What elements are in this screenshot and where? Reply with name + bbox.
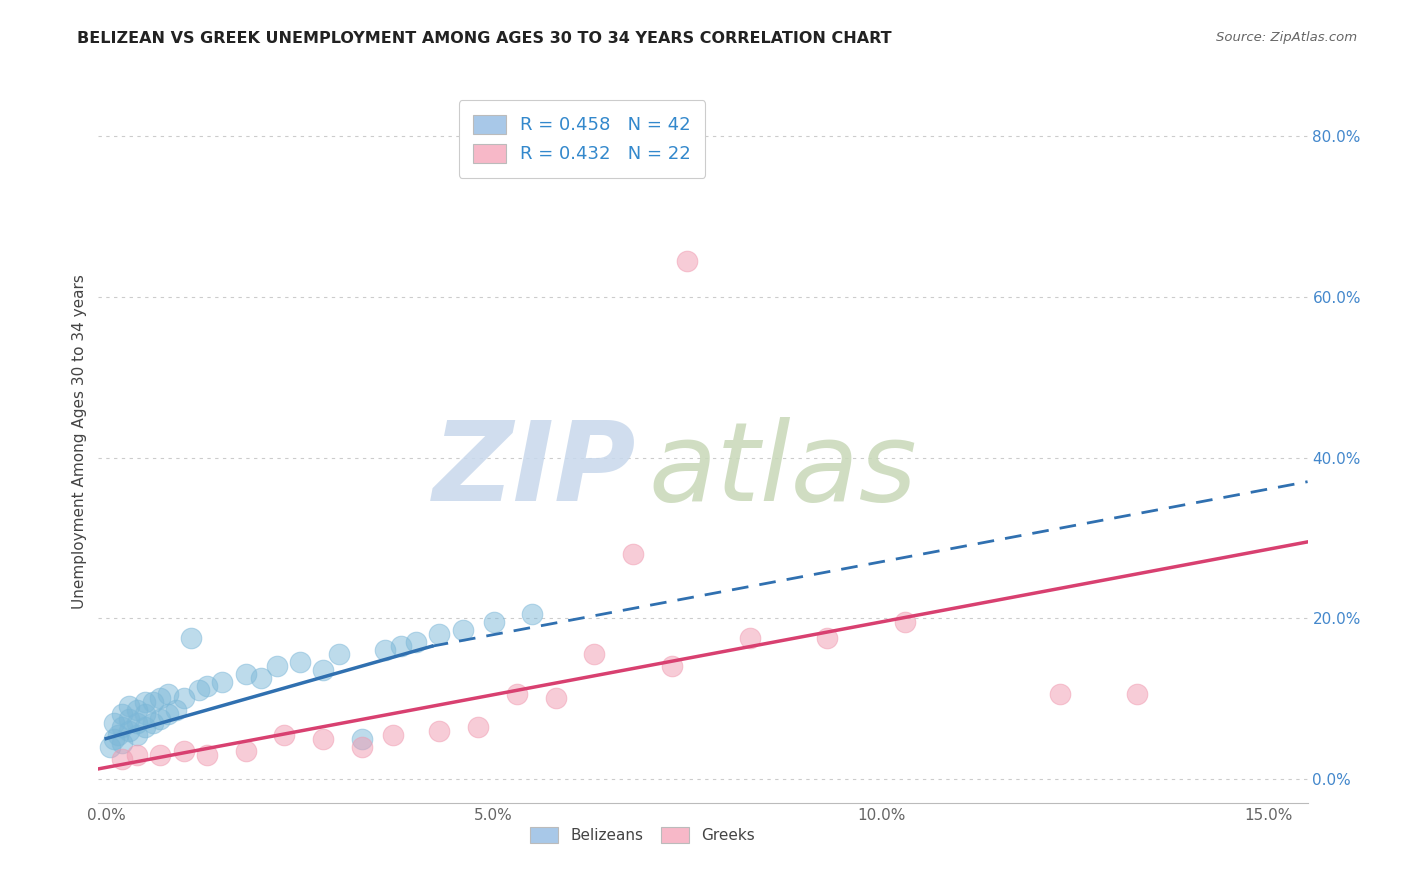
Point <box>815 632 838 646</box>
Text: ZIP: ZIP <box>433 417 637 524</box>
Point <box>111 751 134 765</box>
Point <box>266 659 288 673</box>
Point <box>583 648 606 662</box>
Point <box>103 731 125 746</box>
Point <box>103 715 125 730</box>
Point <box>149 747 172 762</box>
Point <box>482 615 505 630</box>
Point <box>211 675 233 690</box>
Point <box>893 615 915 630</box>
Point <box>195 680 218 694</box>
Point <box>107 728 129 742</box>
Point <box>312 731 335 746</box>
Text: Source: ZipAtlas.com: Source: ZipAtlas.com <box>1216 31 1357 45</box>
Point <box>111 707 134 722</box>
Point <box>98 739 121 754</box>
Point <box>350 731 373 746</box>
Point <box>127 715 149 730</box>
Point <box>142 715 165 730</box>
Point <box>328 648 350 662</box>
Point <box>188 683 211 698</box>
Point <box>127 747 149 762</box>
Point <box>127 703 149 717</box>
Point <box>118 723 141 738</box>
Point <box>544 691 567 706</box>
Point <box>142 696 165 710</box>
Point <box>1049 687 1071 701</box>
Point <box>235 667 257 681</box>
Point <box>250 671 273 685</box>
Text: atlas: atlas <box>648 417 917 524</box>
Point <box>118 699 141 714</box>
Point <box>165 703 187 717</box>
Point <box>738 632 761 646</box>
Point <box>173 744 195 758</box>
Point <box>180 632 202 646</box>
Point <box>273 728 295 742</box>
Point <box>506 687 529 701</box>
Point <box>111 735 134 749</box>
Point <box>149 691 172 706</box>
Point <box>173 691 195 706</box>
Point <box>134 719 156 733</box>
Point <box>312 664 335 678</box>
Point <box>157 707 180 722</box>
Text: BELIZEAN VS GREEK UNEMPLOYMENT AMONG AGES 30 TO 34 YEARS CORRELATION CHART: BELIZEAN VS GREEK UNEMPLOYMENT AMONG AGE… <box>77 31 891 46</box>
Point <box>195 747 218 762</box>
Point <box>134 707 156 722</box>
Point <box>118 712 141 726</box>
Point <box>111 719 134 733</box>
Point <box>522 607 544 621</box>
Point <box>350 739 373 754</box>
Point <box>451 623 474 637</box>
Point <box>235 744 257 758</box>
Point <box>149 712 172 726</box>
Point <box>374 643 396 657</box>
Point <box>429 723 451 738</box>
Point <box>676 253 699 268</box>
Legend: Belizeans, Greeks: Belizeans, Greeks <box>524 821 761 849</box>
Point <box>467 719 489 733</box>
Point <box>381 728 404 742</box>
Point <box>661 659 683 673</box>
Point <box>134 696 156 710</box>
Point <box>621 547 644 561</box>
Point <box>405 635 427 649</box>
Point <box>389 639 412 653</box>
Point <box>127 728 149 742</box>
Y-axis label: Unemployment Among Ages 30 to 34 years: Unemployment Among Ages 30 to 34 years <box>72 274 87 609</box>
Point <box>157 687 180 701</box>
Point <box>288 655 311 669</box>
Point <box>1126 687 1149 701</box>
Point <box>429 627 451 641</box>
